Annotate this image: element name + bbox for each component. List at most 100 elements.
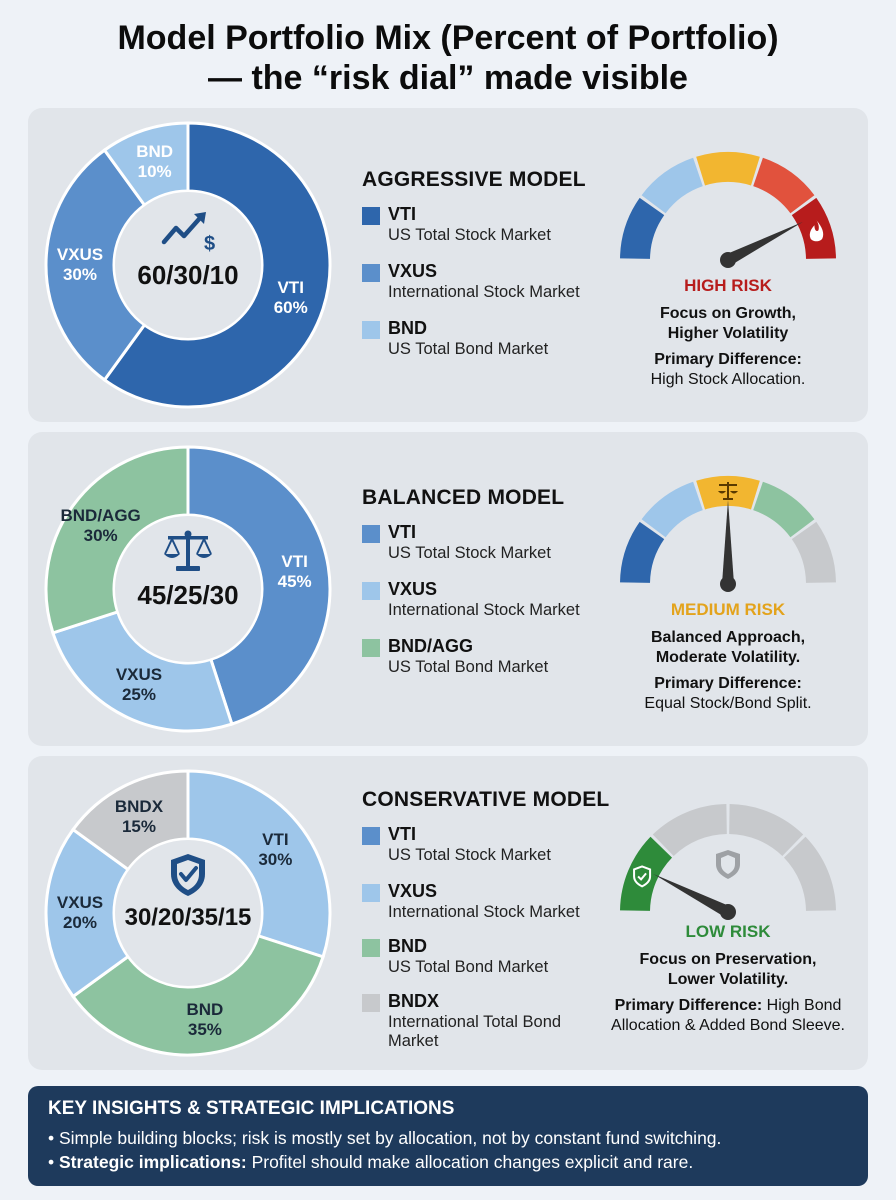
gauge-segment (729, 804, 804, 857)
slice-label: VTI 45% (277, 552, 312, 592)
balanced-model-title: BALANCED MODEL (362, 486, 565, 509)
gauge-hub (720, 576, 736, 592)
conservative-donut-chart (44, 769, 332, 1057)
primary-difference-text: High Stock Allocation. (650, 371, 806, 388)
insights-title: KEY INSIGHTS & STRATEGIC IMPLICATIONS (48, 1098, 455, 1119)
risk-description-line: Balanced Approach, (650, 629, 806, 646)
shield-check-icon (633, 865, 652, 888)
slice-label: VXUS 30% (56, 245, 104, 284)
page-title: Model Portfolio Mix (Percent of Portfoli… (0, 18, 896, 98)
gauge-segment (696, 152, 760, 186)
risk-description-line: Lower Volatility. (667, 971, 789, 988)
legend-desc: US Total Stock Market (388, 226, 551, 244)
shield-check-icon (168, 852, 208, 903)
legend-desc: International Stock Market (388, 903, 580, 921)
gauge-needle (725, 221, 803, 266)
conservative-model-title: CONSERVATIVE MODEL (362, 788, 610, 811)
gauge-hub (720, 904, 736, 920)
legend-code: VTI (388, 522, 417, 542)
legend-desc: US Total Stock Market (388, 846, 551, 864)
insight-bullet: • Strategic implications: Profitel shoul… (48, 1152, 694, 1172)
legend-desc: US Total Stock Market (388, 544, 551, 562)
primary-difference-label: Primary Difference: (654, 675, 802, 692)
donut-slice-vxus (44, 827, 131, 999)
legend-code: VXUS (388, 261, 438, 281)
primary-difference: Primary Difference: Equal Stock/Bond Spl… (583, 674, 873, 714)
donut-slice-vxus (44, 148, 147, 382)
gauge-segment (641, 481, 703, 538)
key-insights-box: KEY INSIGHTS & STRATEGIC IMPLICATIONS • … (28, 1086, 868, 1186)
insight-label: Strategic implications: (59, 1152, 247, 1172)
risk-description-line: Focus on Growth, (660, 305, 796, 322)
legend-desc: US Total Bond Market (388, 958, 549, 976)
primary-difference-label: Primary Difference: (654, 351, 802, 368)
balance-scale-icon (718, 482, 738, 500)
slice-label: BND/AGG 30% (60, 505, 141, 545)
risk-description: Balanced Approach, Moderate Volatility. (588, 628, 868, 668)
balanced-model-panel: VTI 45% VXUS 25% BND/AGG 30% 45/25/30 BALANCE… (28, 432, 868, 746)
legend-desc: International Stock Market (388, 283, 580, 301)
balanced-ratio: 45/25/30 (137, 580, 239, 610)
donut-slice-vti (102, 121, 332, 409)
gauge-needle (653, 873, 731, 918)
medium-risk-gauge (620, 476, 836, 592)
risk-description-line: Moderate Volatility. (655, 649, 801, 666)
donut-slice-bndx (71, 769, 190, 872)
donut-hole (115, 840, 261, 986)
gauge-segment (791, 521, 836, 583)
donut-hole (115, 516, 261, 662)
donut-slice-vti (186, 445, 332, 726)
donut-slice-bnd (71, 933, 325, 1057)
gauge-segment (620, 197, 665, 259)
legend-swatch (362, 994, 380, 1012)
insight-bullet: • Simple building blocks; risk is mostly… (48, 1128, 722, 1148)
donut-slice-vti (186, 769, 332, 959)
balanced-donut-chart (44, 445, 332, 733)
aggressive-model-title: AGGRESSIVE MODEL (362, 168, 586, 191)
legend-code: VTI (388, 824, 417, 844)
high-risk-gauge (620, 152, 836, 268)
risk-description: Focus on Preservation, Lower Volatility. (588, 950, 868, 990)
gauge-segment (620, 521, 665, 583)
gauge-segment (753, 481, 815, 538)
risk-level-label: HIGH RISK (684, 276, 772, 295)
insight-text: Simple building blocks; risk is mostly s… (59, 1128, 722, 1148)
slice-label: VTI 30% (258, 829, 293, 869)
legend-code: BND/AGG (388, 636, 473, 656)
gauge-segment (641, 157, 703, 214)
gauge-hub (720, 252, 736, 268)
risk-level-label: MEDIUM RISK (670, 600, 786, 619)
legend-swatch (362, 884, 380, 902)
flame-icon (809, 220, 824, 242)
primary-difference: Primary Difference: High Bond Allocation… (583, 996, 873, 1036)
risk-description-line: Focus on Preservation, (639, 951, 817, 968)
gauge-segment (783, 836, 836, 911)
slice-label: BNDX 15% (114, 796, 164, 836)
aggressive-ratio: 60/30/10 (137, 260, 239, 290)
legend-desc: US Total Bond Market (388, 340, 549, 358)
slice-label: VXUS 25% (115, 665, 163, 705)
donut-hole (115, 192, 261, 338)
legend-desc: International Stock Market (388, 601, 580, 619)
donut-slice-bnd-agg (44, 445, 190, 635)
conservative-ratio: 30/20/35/15 (124, 904, 252, 931)
legend-desc: US Total Bond Market (388, 658, 549, 676)
slice-label: VTI 60% (273, 278, 308, 318)
slice-label: BND 10% (136, 142, 174, 182)
shield-icon (716, 850, 740, 879)
risk-description-line: Higher Volatility (667, 325, 789, 342)
donut-slice-bnd (102, 121, 190, 208)
balance-scale-icon (162, 528, 214, 579)
legend-code: VXUS (388, 579, 438, 599)
risk-description: Focus on Growth, Higher Volatility (588, 304, 868, 344)
legend-code: VXUS (388, 881, 438, 901)
gauge-segment (753, 157, 815, 214)
slice-label: BND 35% (186, 999, 224, 1039)
primary-difference: Primary Difference: High Stock Allocatio… (583, 350, 873, 390)
gauge-needle (722, 500, 734, 584)
donut-slice-vxus (51, 609, 234, 733)
legend-swatch (362, 639, 380, 657)
legend-swatch (362, 207, 380, 225)
aggressive-model-panel: VTI 60% VXUS 30% BND 10% $ 60/30/10 AGGRESSIV… (28, 108, 868, 422)
growth-chart-dollar-icon: $ (160, 208, 216, 257)
